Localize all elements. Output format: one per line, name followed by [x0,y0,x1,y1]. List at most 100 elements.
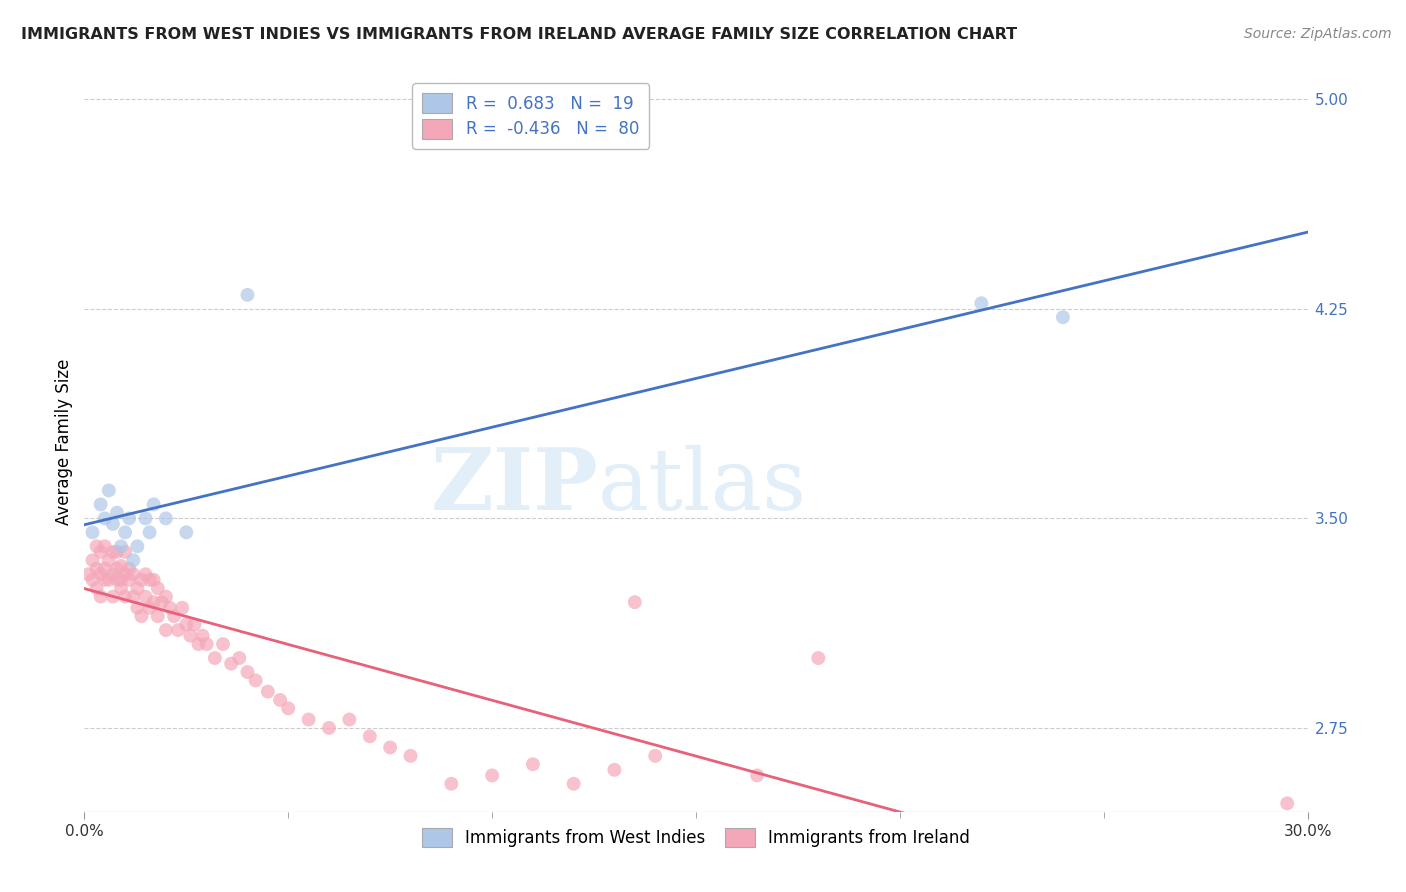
Point [110,539,132,553]
Point [101,567,124,582]
Point [138,573,160,587]
Point [624,595,647,609]
Point [114,567,136,582]
Point [339,713,361,727]
Point [122,567,145,582]
Point [105,562,128,576]
Point [101,590,124,604]
Point [257,684,280,698]
Point [298,713,321,727]
Point [219,657,242,671]
Point [90,497,112,511]
Point [522,757,544,772]
Point [179,629,201,643]
Point [82,573,104,587]
Point [135,590,157,604]
Point [195,637,218,651]
Point [399,748,422,763]
Point [105,573,128,587]
Point [159,600,181,615]
Point [93,511,115,525]
Point [146,609,169,624]
Point [155,511,177,525]
Point [114,590,136,604]
Point [183,617,205,632]
Point [1052,310,1074,325]
Point [155,590,177,604]
Point [146,581,169,595]
Point [440,777,463,791]
Text: atlas: atlas [598,444,807,527]
Point [90,567,112,582]
Point [359,729,381,743]
Text: IMMIGRANTS FROM WEST INDIES VS IMMIGRANTS FROM IRELAND AVERAGE FAMILY SIZE CORRE: IMMIGRANTS FROM WEST INDIES VS IMMIGRANT… [21,27,1017,42]
Point [86,539,108,553]
Point [105,506,128,520]
Point [118,511,141,525]
Point [174,617,197,632]
Point [97,553,120,567]
Point [167,623,190,637]
Point [77,567,100,582]
Point [644,748,666,763]
Point [138,525,160,540]
Text: Source: ZipAtlas.com: Source: ZipAtlas.com [1244,27,1392,41]
Point [187,637,209,651]
Point [204,651,226,665]
Point [127,581,149,595]
Point [122,553,145,567]
Point [142,497,165,511]
Point [127,600,149,615]
Point [118,573,141,587]
Point [1277,797,1299,811]
Point [114,545,136,559]
Point [236,288,259,302]
Point [277,701,299,715]
Point [101,545,124,559]
Point [105,545,128,559]
Point [380,740,402,755]
Point [603,763,626,777]
Point [155,623,177,637]
Point [562,777,585,791]
Point [122,590,145,604]
Point [82,525,104,540]
Point [135,567,157,582]
Point [174,525,197,540]
Point [127,539,149,553]
Point [97,483,120,498]
Point [93,539,115,553]
Point [135,511,157,525]
Point [970,296,993,310]
Point [86,581,108,595]
Point [228,651,250,665]
Point [118,562,141,576]
Point [110,581,132,595]
Point [110,558,132,573]
Point [269,693,291,707]
Point [163,609,186,624]
Point [191,629,214,643]
Point [142,595,165,609]
Point [114,525,136,540]
Point [131,609,153,624]
Point [138,600,160,615]
Point [93,573,115,587]
Point [245,673,267,688]
Point [131,573,153,587]
Point [142,573,165,587]
Point [150,595,173,609]
Point [82,553,104,567]
Point [807,651,830,665]
Text: ZIP: ZIP [430,444,598,528]
Point [172,600,194,615]
Point [90,590,112,604]
Legend: Immigrants from West Indies, Immigrants from Ireland: Immigrants from West Indies, Immigrants … [413,819,979,855]
Point [90,545,112,559]
Point [110,573,132,587]
Point [236,665,259,679]
Point [101,516,124,531]
Point [481,768,503,782]
Point [93,562,115,576]
Y-axis label: Average Family Size: Average Family Size [55,359,73,524]
